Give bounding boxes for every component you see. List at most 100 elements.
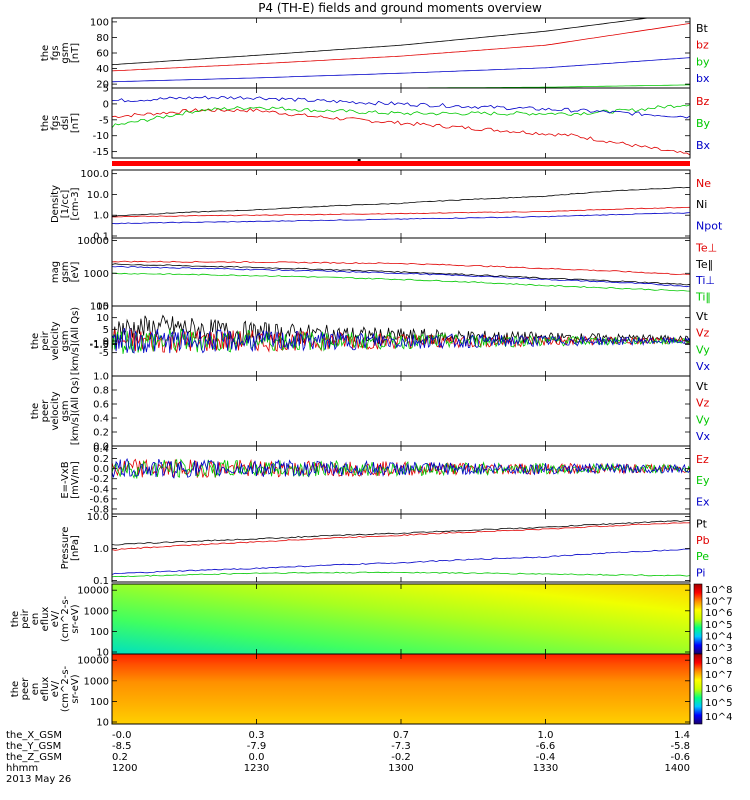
- peer_eflux-ylabel-line: eV/: [50, 680, 61, 697]
- efield-series-1: [111, 458, 691, 479]
- temp-series-2: [111, 265, 691, 288]
- footer-tick-z: -0.6: [670, 752, 690, 763]
- temp-ylabel-line: gsm: [60, 261, 71, 282]
- peer_eflux-ylabel-line: sr-eV): [70, 674, 81, 703]
- footer-tick-z: 0.2: [112, 752, 128, 763]
- fgs_dsl-legend-1: By: [696, 117, 711, 130]
- peer_eflux-colorbar-tick: 10^7: [705, 670, 732, 681]
- peir_eflux-ylabel-line: en: [30, 613, 41, 626]
- pressure-series-1: [111, 522, 691, 551]
- footer-date: 2013 May 26: [6, 774, 71, 785]
- footer-tick-y: -7.9: [247, 741, 267, 752]
- peir_eflux-ylabel-line: peir: [20, 608, 31, 628]
- efield-ytick-label: -0.4: [89, 484, 109, 495]
- footer-tick-x: 1.0: [538, 730, 554, 741]
- peir_velocity-ylabel-line: velocity: [50, 321, 61, 360]
- peir_eflux-colorbar-tick: 10^4: [705, 632, 732, 643]
- footer-tick-hhmm: 1230: [244, 763, 269, 774]
- peer_velocity-ytick-label: 0.4: [93, 414, 109, 425]
- fgs_dsl-ytick-label: 5: [103, 84, 109, 95]
- peir_velocity-ytick-label: 15: [96, 302, 109, 313]
- peir_eflux-ylabel-line: eflux: [40, 607, 51, 632]
- peer_eflux-ylabel-line: eflux: [40, 677, 51, 702]
- temp-legend-2: Ti⊥: [695, 274, 715, 287]
- peir_velocity-ylabel-line: gsm: [60, 330, 71, 351]
- pressure-legend-2: Pe: [696, 550, 709, 563]
- fgs_gsm-legend-0: Bt: [696, 22, 709, 35]
- peer_velocity-ylabel-line: velocity: [50, 391, 61, 430]
- footer-tick-x: 1.4: [674, 730, 690, 741]
- temp-legend-0: Te⊥: [695, 242, 717, 255]
- fgs_gsm-ylabel-line: the: [40, 45, 51, 61]
- pressure-ytick-label: 0.1: [93, 576, 109, 587]
- temp-frame: [111, 237, 691, 307]
- peir_velocity-legend-3: Vx: [696, 360, 711, 373]
- fgs_dsl-ytick-label: -10: [93, 131, 109, 142]
- peir_eflux-ytick-label: 1000: [84, 606, 109, 617]
- fgs_dsl-legend-0: Bz: [696, 95, 710, 108]
- pressure-ytick-label: 10.0: [87, 512, 109, 523]
- efield-legend-1: Ey: [696, 474, 710, 487]
- footer-tick-hhmm: 1330: [533, 763, 558, 774]
- footer-tick-y: -8.5: [112, 741, 132, 752]
- peer_velocity-ytick-label: 0.0: [93, 442, 109, 453]
- footer-tick-x: -0.0: [112, 730, 132, 741]
- temp-series-0: [111, 260, 691, 275]
- peir_eflux-ylabel-line: eV/: [50, 610, 61, 627]
- footer-tick-y: -7.3: [391, 741, 411, 752]
- peir_velocity-series-2: [111, 328, 691, 354]
- pressure-series-0: [111, 519, 691, 546]
- fgs_dsl-frame: [111, 87, 691, 159]
- temp-ylabel-line: [eV]: [70, 262, 81, 283]
- pressure-ylabel-line: [nPa]: [70, 535, 81, 561]
- density-series-0: [111, 206, 691, 218]
- fgs_gsm-ytick-label: 60: [96, 49, 109, 60]
- footer-tick-hhmm: 1400: [665, 763, 690, 774]
- efield-ytick-label: -0.8: [89, 504, 109, 515]
- density-series-1: [112, 187, 691, 217]
- peir_eflux-colorbar-tick: 10^6: [705, 608, 732, 619]
- peer_velocity-ylabel-line: the: [30, 403, 41, 419]
- density-ylabel-line: [cm-3]: [70, 187, 81, 220]
- temp-ytick-label: 1000: [84, 269, 109, 280]
- fgs_gsm-ylabel-line: gsm: [60, 42, 71, 63]
- density-ylabel-line: Density: [50, 185, 61, 223]
- peer_velocity-frame: [111, 375, 691, 447]
- fgs_gsm-ytick-label: 40: [96, 64, 109, 75]
- peer_eflux-colorbar-tick: 10^5: [705, 698, 732, 709]
- efield-ylabel-line: [mV/m]: [70, 461, 81, 499]
- peir_velocity-ytick-label: -5: [99, 348, 109, 359]
- fgs_dsl-series-1: [111, 104, 691, 129]
- pressure-legend-0: Pt: [696, 518, 708, 531]
- footer-group: the_X_GSM the_Y_GSM the_Z_GSM hhmm 2013 …: [6, 730, 690, 785]
- footer-tick-x: 0.7: [393, 730, 409, 741]
- temp-ylabel-line: mag: [50, 261, 61, 283]
- density-ytick-label: 100.0: [80, 169, 109, 180]
- density-ytick-label: 10.0: [87, 190, 109, 201]
- fgs_dsl-series-0: [111, 107, 691, 156]
- fgs_gsm-legend-2: by: [696, 55, 710, 68]
- footer-tick-y: -5.8: [670, 741, 690, 752]
- footer-row-label-x: the_X_GSM: [6, 730, 62, 741]
- fgs_gsm-ylabel-line: [nT]: [70, 43, 81, 63]
- fgs_gsm-frame: [111, 17, 691, 89]
- efield-ytick-label: -0.6: [89, 494, 109, 505]
- footer-row-label-z: the_Z_GSM: [6, 752, 62, 763]
- efield-legend-0: Ez: [696, 453, 709, 466]
- peer_eflux-ytick-label: 100: [90, 697, 109, 708]
- peer_eflux-ytick-label: 10: [96, 718, 109, 729]
- density-ytick-label: 0.1: [93, 231, 109, 242]
- peer_velocity-ylabel-line: [km/s](All Qs): [70, 377, 81, 445]
- peir_eflux-colorbar-tick: 10^3: [705, 643, 732, 654]
- fgs_gsm-legend-3: bx: [696, 72, 710, 85]
- fgs_dsl-series-2: [111, 95, 691, 119]
- efield-ytick-label: -0.2: [89, 474, 109, 485]
- density-legend-2: Npot: [696, 219, 723, 232]
- peer_velocity-ylabel-line: peer: [40, 399, 51, 423]
- temp-ytick-label: 10000: [77, 236, 109, 247]
- peer_eflux-ylabel-line: peer: [20, 677, 31, 701]
- efield-ytick-label: 0.4: [93, 444, 109, 455]
- fgs_dsl-ylabel-line: dsl: [60, 116, 71, 130]
- efield-ylabel-line: E=-VxB: [60, 461, 71, 498]
